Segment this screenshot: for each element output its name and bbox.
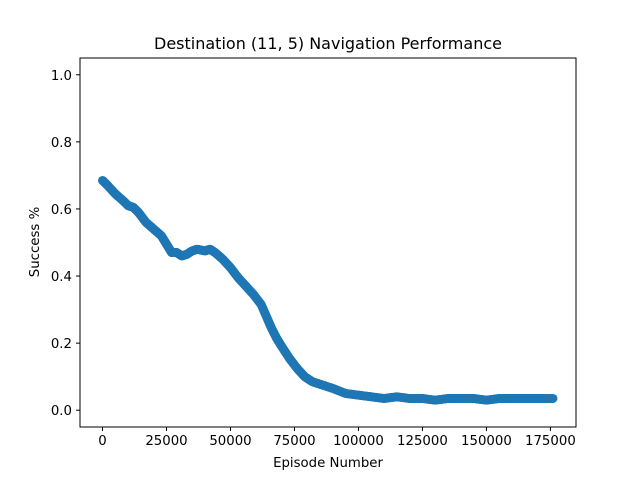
y-tick-label: 0.0	[51, 404, 72, 419]
y-tick-label: 0.6	[51, 203, 72, 218]
x-tick-label: 0	[98, 434, 106, 449]
data-point	[548, 393, 558, 403]
x-tick-label: 150000	[461, 434, 512, 449]
y-tick-label: 0.8	[51, 136, 72, 151]
y-tick-label: 0.4	[51, 270, 72, 285]
chart-title: Destination (11, 5) Navigation Performan…	[154, 34, 502, 53]
x-tick-label: 50000	[209, 434, 251, 449]
x-axis: 0 25000 50000 75000 100000 125000 150000 175000	[98, 427, 576, 449]
x-tick-label: 100000	[333, 434, 384, 449]
y-tick-label: 0.2	[51, 337, 72, 352]
x-tick-label: 125000	[397, 434, 448, 449]
y-tick-label: 1.0	[51, 69, 72, 84]
y-axis-label: Success %	[28, 207, 43, 277]
y-axis: 0.0 0.2 0.4 0.6 0.8 1.0	[51, 69, 80, 419]
data-marks	[98, 175, 558, 405]
plot-frame	[79, 57, 577, 428]
x-axis-label: Episode Number	[273, 456, 383, 471]
x-tick-label: 175000	[525, 434, 576, 449]
x-tick-label: 75000	[273, 434, 315, 449]
x-tick-label: 25000	[145, 434, 187, 449]
